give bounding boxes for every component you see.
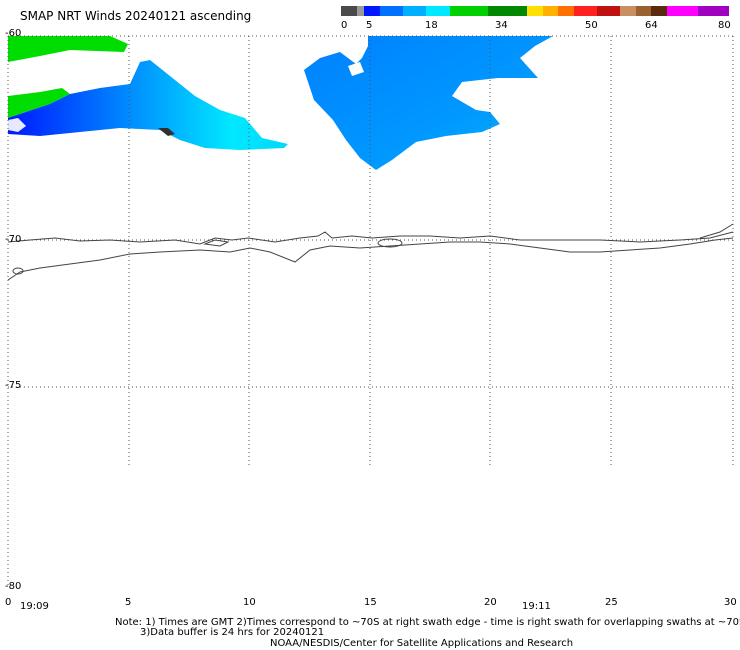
colorbar-segment	[488, 6, 528, 16]
colorbar-label-34: 34	[495, 20, 508, 31]
colorbar-segment	[558, 6, 574, 16]
colorbar-segment	[527, 6, 543, 16]
note-line-2: 3)Data buffer is 24 hrs for 20240121	[140, 627, 325, 638]
colorbar-segment	[379, 6, 404, 16]
credit-line: NOAA/NESDIS/Center for Satellite Applica…	[270, 638, 574, 649]
swath-dark-patch	[158, 128, 175, 136]
time-label-left: 19:09	[20, 601, 49, 612]
colorbar-label-80: 80	[718, 20, 731, 31]
lon-label-0: 0	[5, 597, 12, 608]
colorbar-label-5: 5	[366, 20, 373, 31]
map-title: SMAP NRT Winds 20240121 ascending	[20, 9, 252, 23]
lon-label-15: 15	[364, 597, 377, 608]
swath-right	[304, 36, 553, 170]
colorbar-segment	[635, 6, 652, 16]
colorbar-segment	[426, 6, 450, 16]
lon-label-5: 5	[125, 597, 132, 608]
lon-label-25: 25	[605, 597, 618, 608]
coastline	[7, 223, 734, 281]
colorbar-segment	[573, 6, 598, 16]
swath-white-hole	[8, 118, 26, 132]
lon-label-30: 30	[724, 597, 737, 608]
colorbar-label-50: 50	[585, 20, 598, 31]
colorbar-segment	[449, 6, 489, 16]
colorbar-segment	[666, 6, 698, 16]
time-label-right: 19:11	[522, 601, 551, 612]
colorbar-label-0: 0	[341, 20, 348, 31]
lat-label-80: -80	[5, 581, 22, 592]
swath-green-mid	[8, 88, 70, 118]
lat-label-60: -60	[5, 28, 22, 39]
lat-label-75: -75	[5, 380, 22, 391]
grid	[8, 35, 734, 465]
colorbar-segment	[651, 6, 667, 16]
colorbar-segment	[364, 6, 380, 16]
note-line-1: Note: 1) Times are GMT 2)Times correspon…	[115, 617, 740, 628]
colorbar-segment	[341, 6, 357, 16]
lon-label-20: 20	[484, 597, 497, 608]
swath-right-notch	[348, 62, 364, 76]
swath-blue-left	[8, 60, 288, 150]
colorbar-segment	[597, 6, 621, 16]
swath-green-top	[8, 36, 128, 62]
colorbar-segment	[620, 6, 636, 16]
colorbar-segment	[697, 6, 729, 16]
colorbar-segment	[356, 6, 365, 16]
lon-label-10: 10	[243, 597, 256, 608]
colorbar-label-18: 18	[425, 20, 438, 31]
colorbar-label-64: 64	[645, 20, 658, 31]
lat-label-70: -70	[5, 234, 22, 245]
colorbar-segment	[542, 6, 559, 16]
colorbar-segment	[403, 6, 427, 16]
wind-speed-colorbar	[341, 6, 729, 16]
